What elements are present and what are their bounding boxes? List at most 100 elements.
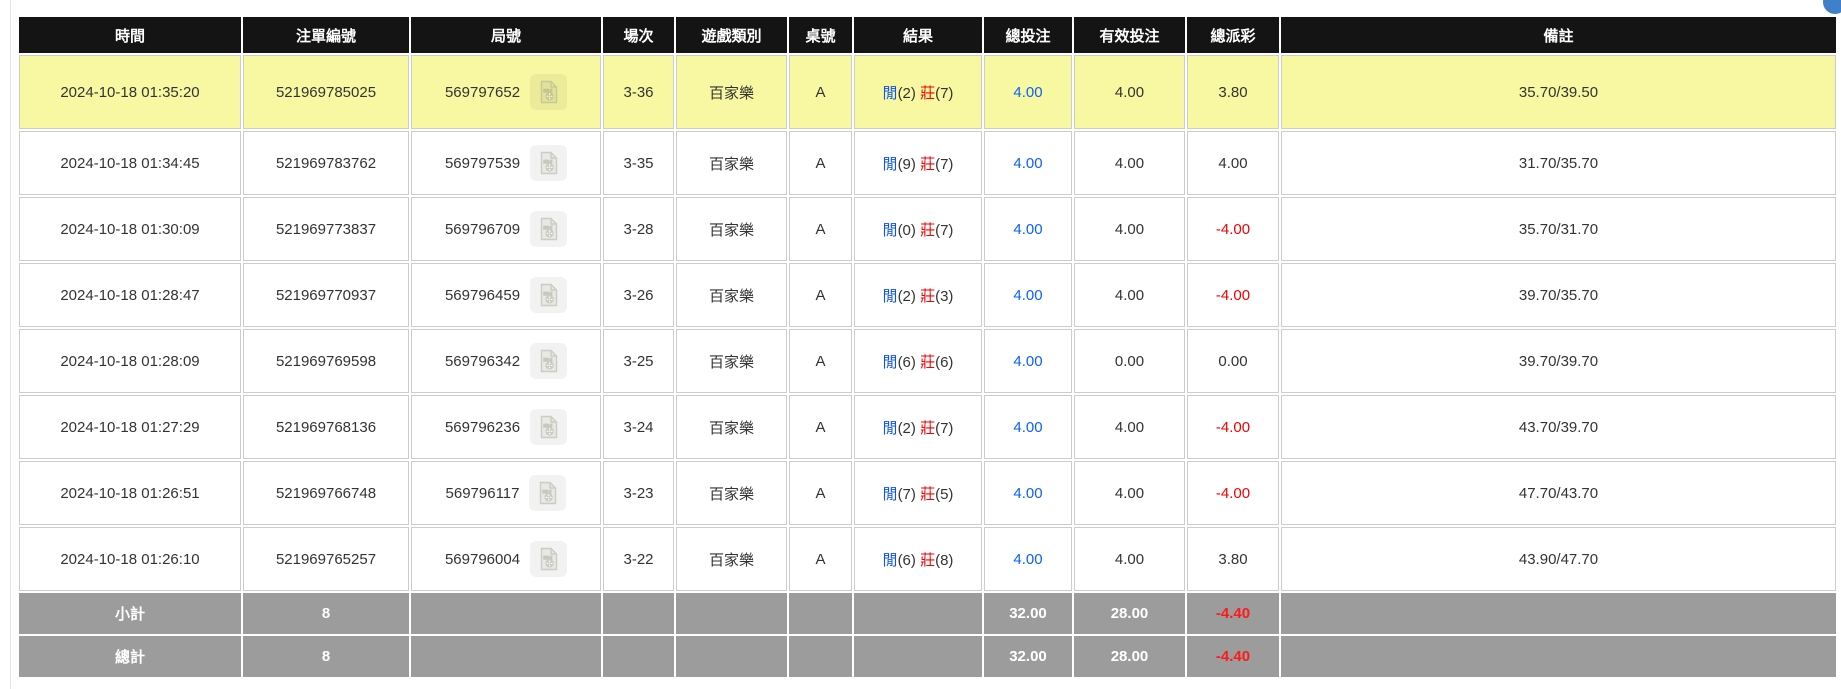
game-type-cell: 百家樂 [676, 461, 787, 525]
total-bet-cell: 4.00 [984, 263, 1072, 327]
total-payout-cell: 3.80 [1187, 55, 1279, 129]
note-cell: 39.70/35.70 [1281, 263, 1836, 327]
total-payout-cell: 4.00 [1187, 131, 1279, 195]
video-file-icon [540, 415, 557, 439]
bet-id-cell: 521969765257 [243, 527, 409, 591]
banker-result-label: 莊 [920, 485, 936, 503]
player-result-label: 閒 [882, 485, 898, 503]
player-result-score: (6) [897, 551, 916, 569]
video-file-icon [540, 151, 557, 175]
session-cell: 3-28 [603, 197, 674, 261]
banker-result-score: (3) [935, 287, 954, 305]
banker-result-score: (7) [935, 84, 954, 102]
note-cell: 47.70/43.70 [1281, 461, 1836, 525]
time-cell: 2024-10-18 01:27:29 [19, 395, 241, 459]
total-empty-table [789, 636, 852, 677]
round-id: 569797539 [444, 154, 521, 172]
valid-bet-cell: 4.00 [1074, 131, 1185, 195]
video-replay-button[interactable] [530, 409, 568, 445]
video-file-icon [540, 217, 557, 241]
floating-action-button-partial[interactable] [1823, 0, 1841, 14]
session-cell: 3-23 [603, 461, 674, 525]
video-replay-button[interactable] [530, 343, 568, 379]
total-bet-cell: 4.00 [984, 461, 1072, 525]
valid-bet-cell: 0.00 [1074, 329, 1185, 393]
round-id-cell: 569796709 [411, 197, 601, 261]
video-file-icon [540, 283, 557, 307]
game-type-cell: 百家樂 [676, 131, 787, 195]
panel-left-border [10, 0, 11, 689]
player-result-score: (2) [897, 84, 916, 102]
player-result-label: 閒 [882, 551, 898, 569]
banker-result-score: (7) [935, 221, 954, 239]
note-cell: 35.70/31.70 [1281, 197, 1836, 261]
video-replay-button[interactable] [530, 541, 568, 577]
col-bet-id: 注單編號 [243, 17, 409, 53]
table-row: 2024-10-18 01:28:47 521969770937 5697964… [19, 263, 1836, 327]
subtotal-count: 8 [243, 593, 409, 634]
bet-history-table: 時間 注單編號 局號 場次 遊戲類別 桌號 結果 總投注 有效投注 總派彩 備註… [17, 15, 1838, 679]
subtotal-label: 小計 [19, 593, 241, 634]
game-type-cell: 百家樂 [676, 55, 787, 129]
table-footer: 小計 8 32.00 28.00 -4.40 總計 8 32. [19, 593, 1836, 677]
time-cell: 2024-10-18 01:34:45 [19, 131, 241, 195]
banker-result-label: 莊 [920, 551, 936, 569]
result-cell: 閒(2) 莊(7) [854, 55, 982, 129]
round-id: 569796459 [444, 286, 521, 304]
video-replay-button[interactable] [530, 74, 568, 110]
round-id: 569796004 [444, 550, 521, 568]
total-count: 8 [243, 636, 409, 677]
game-type-cell: 百家樂 [676, 329, 787, 393]
video-replay-button[interactable] [530, 211, 568, 247]
note-cell: 39.70/39.70 [1281, 329, 1836, 393]
subtotal-empty-result [854, 593, 982, 634]
game-type-cell: 百家樂 [676, 197, 787, 261]
banker-result-score: (7) [935, 155, 954, 173]
player-result-label: 閒 [882, 84, 898, 102]
video-replay-button[interactable] [529, 475, 567, 511]
session-cell: 3-35 [603, 131, 674, 195]
game-type-cell: 百家樂 [676, 527, 787, 591]
total-empty-game [676, 636, 787, 677]
video-replay-button[interactable] [530, 277, 568, 313]
note-cell: 43.90/47.70 [1281, 527, 1836, 591]
table-no-cell: A [789, 197, 852, 261]
valid-bet-cell: 4.00 [1074, 395, 1185, 459]
table-no-cell: A [789, 395, 852, 459]
video-file-icon [540, 349, 557, 373]
bet-id-cell: 521969768136 [243, 395, 409, 459]
video-file-icon [540, 547, 557, 571]
table-no-cell: A [789, 55, 852, 129]
total-row: 總計 8 32.00 28.00 -4.40 [19, 636, 1836, 677]
bet-id-cell: 521969769598 [243, 329, 409, 393]
round-id: 569796236 [444, 418, 521, 436]
round-id-cell: 569797652 [411, 55, 601, 129]
result-cell: 閒(0) 莊(7) [854, 197, 982, 261]
total-total-bet: 32.00 [984, 636, 1072, 677]
round-id-cell: 569796004 [411, 527, 601, 591]
banker-result-label: 莊 [920, 419, 936, 437]
time-cell: 2024-10-18 01:26:51 [19, 461, 241, 525]
col-table-no: 桌號 [789, 17, 852, 53]
subtotal-empty-note [1281, 593, 1836, 634]
video-replay-button[interactable] [530, 145, 568, 181]
banker-result-score: (7) [935, 419, 954, 437]
round-id: 569797652 [444, 83, 521, 101]
total-payout-cell: -4.00 [1187, 197, 1279, 261]
result-cell: 閒(7) 莊(5) [854, 461, 982, 525]
valid-bet-cell: 4.00 [1074, 55, 1185, 129]
subtotal-row: 小計 8 32.00 28.00 -4.40 [19, 593, 1836, 634]
total-payout-cell: -4.00 [1187, 461, 1279, 525]
table-row: 2024-10-18 01:26:51 521969766748 5697961… [19, 461, 1836, 525]
table-no-cell: A [789, 329, 852, 393]
total-payout-cell: -4.00 [1187, 395, 1279, 459]
player-result-score: (2) [897, 419, 916, 437]
total-empty-note [1281, 636, 1836, 677]
round-id: 569796342 [444, 352, 521, 370]
round-id-cell: 569797539 [411, 131, 601, 195]
total-total-payout: -4.40 [1187, 636, 1279, 677]
player-result-label: 閒 [882, 155, 898, 173]
time-cell: 2024-10-18 01:35:20 [19, 55, 241, 129]
subtotal-total-bet: 32.00 [984, 593, 1072, 634]
table-no-cell: A [789, 461, 852, 525]
